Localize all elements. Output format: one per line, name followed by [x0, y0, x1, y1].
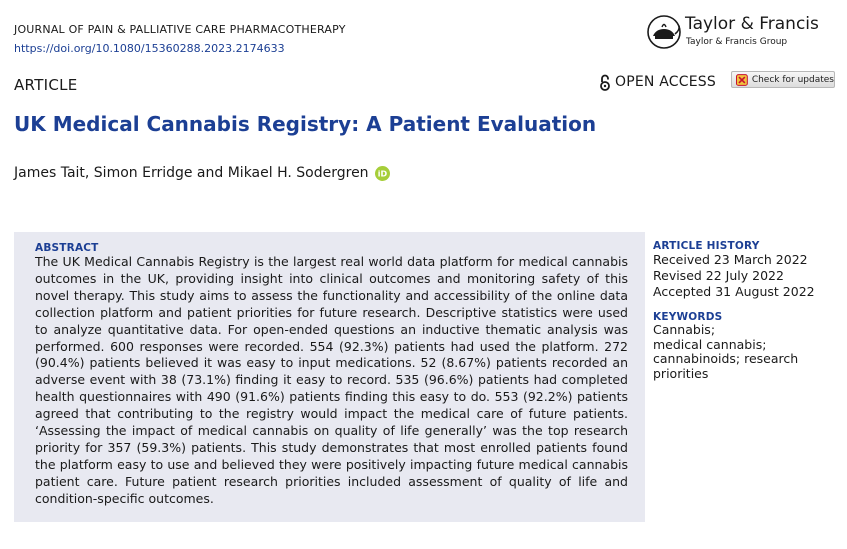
- publisher-group: Taylor & Francis Group: [686, 37, 788, 47]
- keywords-list: Cannabis; medical cannabis; cannabinoids…: [653, 322, 838, 381]
- journal-name: JOURNAL OF PAIN & PALLIATIVE CARE PHARMA…: [14, 23, 346, 36]
- keyword-item: Cannabis;: [653, 322, 716, 337]
- open-access-badge: OPEN ACCESS: [599, 72, 716, 92]
- doi-link[interactable]: https://doi.org/10.1080/15360288.2023.21…: [14, 42, 285, 55]
- crossmark-icon: [736, 73, 748, 86]
- author-list: James Tait, Simon Erridge and Mikael H. …: [14, 165, 390, 181]
- article-history-heading: ARTICLE HISTORY: [653, 240, 760, 252]
- abstract-box: ABSTRACT The UK Medical Cannabis Registr…: [14, 232, 645, 522]
- publisher-logo: Taylor & Francis Taylor & Francis Group: [635, 12, 835, 52]
- check-for-updates-label[interactable]: Check for updates: [751, 74, 834, 85]
- revised-date: Revised 22 July 2022: [653, 268, 784, 283]
- keyword-item: cannabinoids; research: [653, 351, 799, 366]
- teapot-lamp-icon: [647, 15, 681, 49]
- abstract-text: The UK Medical Cannabis Registry is the …: [35, 254, 628, 506]
- open-access-label: OPEN ACCESS: [615, 74, 716, 90]
- keyword-item: medical cannabis;: [653, 336, 767, 352]
- article-title: UK Medical Cannabis Registry: A Patient …: [14, 112, 597, 136]
- accepted-date: Accepted 31 August 2022: [653, 284, 815, 299]
- orcid-icon[interactable]: iD: [374, 165, 390, 181]
- received-date: Received 23 March 2022: [653, 252, 808, 267]
- article-sidebar: ARTICLE HISTORY Received 23 March 2022 R…: [653, 240, 838, 381]
- keywords-heading: KEYWORDS: [653, 311, 723, 323]
- keyword-item: priorities: [653, 365, 709, 381]
- authors-text: James Tait, Simon Erridge and Mikael H. …: [14, 165, 369, 181]
- svg-text:iD: iD: [377, 169, 387, 178]
- check-for-updates-button[interactable]: Check for updates: [731, 71, 835, 88]
- doi-anchor[interactable]: https://doi.org/10.1080/15360288.2023.21…: [14, 42, 285, 55]
- publisher-name: Taylor & Francis: [685, 14, 819, 34]
- abstract-heading: ABSTRACT: [35, 242, 99, 254]
- open-lock-icon: [600, 74, 610, 91]
- article-type: ARTICLE: [14, 76, 78, 94]
